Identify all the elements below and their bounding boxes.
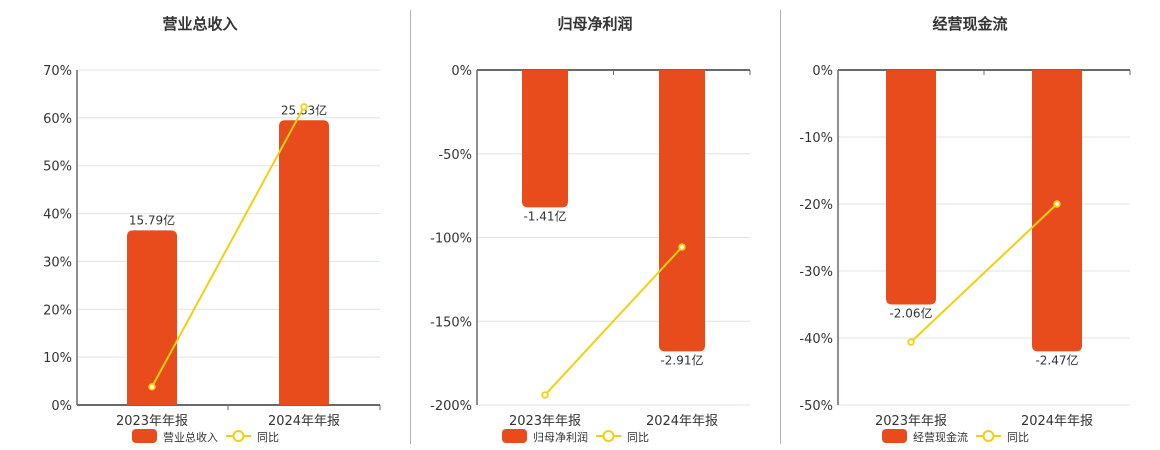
chart-title: 营业总收入: [162, 15, 238, 33]
x-category-label: 2023年年报: [875, 414, 947, 429]
yoy-point[interactable]: [907, 338, 915, 346]
legend-bar-swatch[interactable]: [132, 429, 157, 443]
yoy-point[interactable]: [300, 103, 308, 111]
y-tick-label: 10%: [43, 351, 72, 366]
chart-panel-operating-cash-flow: 经营现金流 0% -10% -20% -30% -40% -50% -2.06亿 -2.47亿…: [780, 0, 1160, 450]
bar[interactable]: [522, 70, 568, 208]
panel-divider: [410, 10, 411, 444]
y-tick-label: -50%: [799, 399, 833, 414]
legend: 营业总收入 同比: [132, 429, 279, 444]
y-tick-label: -20%: [799, 198, 833, 213]
bar[interactable]: [659, 70, 705, 352]
y-tick-label: 0%: [51, 399, 72, 414]
chart-svg: 70%60%50%40%30%20%10%0%15.79亿25.83亿2023年…: [43, 64, 381, 444]
legend-bar-label[interactable]: 经营现金流: [913, 430, 968, 444]
chart-svg: 0% -50% -100% -150% -200% -1.41亿 -2.91亿 2023年年报…: [430, 64, 751, 444]
bar-value-label: -1.41亿: [523, 208, 566, 223]
chart-panel-net-profit: 归母净利润 0% -50% -100% -150% -200% -1.41亿 -2.91亿 2…: [410, 0, 780, 450]
y-tick-label: 0%: [812, 64, 833, 79]
legend-bar-swatch[interactable]: [882, 429, 907, 443]
yoy-point[interactable]: [541, 391, 549, 399]
panel-divider: [780, 10, 781, 444]
y-tick-label: -200%: [430, 399, 472, 414]
legend: 归母净利润 同比: [502, 429, 649, 444]
x-category-label: 2024年年报: [646, 414, 718, 429]
x-category-label: 2024年年报: [268, 414, 340, 429]
y-tick-label: -40%: [799, 332, 833, 347]
y-tick-label: -100%: [430, 232, 472, 247]
y-tick-label: -50%: [438, 148, 472, 163]
y-tick-label: -30%: [799, 265, 833, 280]
legend-bar-swatch[interactable]: [502, 429, 527, 443]
legend-bar-label[interactable]: 归母净利润: [533, 430, 588, 444]
y-tick-label: 30%: [43, 255, 72, 270]
legend-line-marker-icon: [232, 430, 245, 442]
bar-value-label: 15.79亿: [129, 212, 175, 227]
yoy-line: [910, 203, 1058, 343]
bar[interactable]: [886, 70, 936, 305]
y-tick-label: 70%: [43, 64, 72, 79]
bar-value-label: -2.91亿: [660, 352, 703, 367]
y-tick-label: 0%: [451, 64, 472, 79]
legend: 经营现金流 同比: [882, 429, 1029, 444]
bar-value-label: -2.06亿: [889, 306, 932, 321]
x-category-label: 2024年年报: [1021, 414, 1093, 429]
yoy-line: [151, 106, 305, 388]
x-category-label: 2023年年报: [116, 414, 188, 429]
y-tick-label: -150%: [430, 315, 472, 330]
y-tick-label: 50%: [43, 160, 72, 175]
bar-value-label: -2.47亿: [1035, 352, 1078, 367]
legend-line-label[interactable]: 同比: [1007, 431, 1029, 444]
legend-line-marker-icon: [982, 430, 995, 442]
legend-line-label[interactable]: 同比: [257, 431, 279, 444]
legend-line-marker-icon: [602, 430, 615, 442]
chart-title: 归母净利润: [557, 15, 633, 33]
yoy-line: [544, 246, 683, 396]
y-tick-label: 60%: [43, 112, 72, 127]
bar[interactable]: [279, 120, 329, 405]
y-tick-label: -10%: [799, 131, 833, 146]
legend-line-label[interactable]: 同比: [627, 431, 649, 444]
chart-svg: 0% -10% -20% -30% -40% -50% -2.06亿 -2.47亿 2023年年…: [799, 64, 1131, 444]
chart-title: 经营现金流: [932, 15, 1008, 33]
bar[interactable]: [1032, 70, 1082, 352]
y-tick-label: 40%: [43, 208, 72, 223]
yoy-point[interactable]: [148, 383, 156, 391]
yoy-point[interactable]: [1053, 200, 1061, 208]
x-category-label: 2023年年报: [509, 414, 581, 429]
bar[interactable]: [127, 230, 177, 405]
yoy-point[interactable]: [678, 243, 686, 251]
legend-bar-label[interactable]: 营业总收入: [163, 430, 218, 444]
chart-panel-revenue: 营业总收入 70%60%50%40%30%20%10%0%15.79亿25.83…: [0, 0, 400, 450]
y-tick-label: 20%: [43, 303, 72, 318]
